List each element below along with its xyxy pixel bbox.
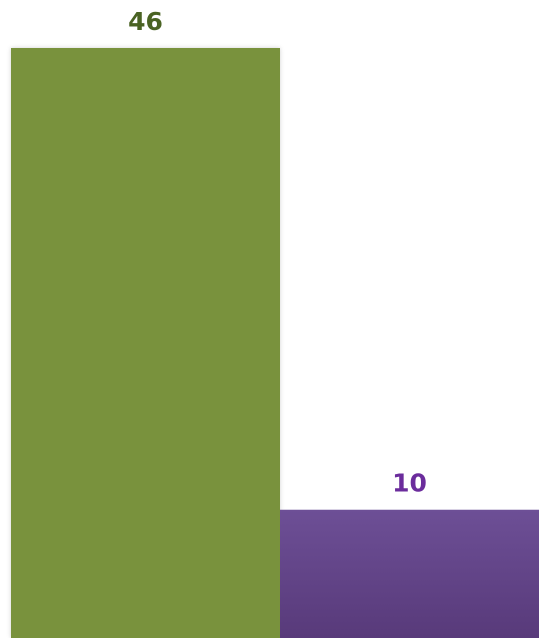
bars-group bbox=[11, 48, 539, 638]
data-label-2: 10 bbox=[392, 469, 427, 498]
data-label-1: 46 bbox=[128, 7, 163, 36]
bar-1 bbox=[11, 48, 280, 638]
bar-2 bbox=[280, 509, 539, 638]
data-labels-group: 46 10 bbox=[128, 7, 427, 498]
